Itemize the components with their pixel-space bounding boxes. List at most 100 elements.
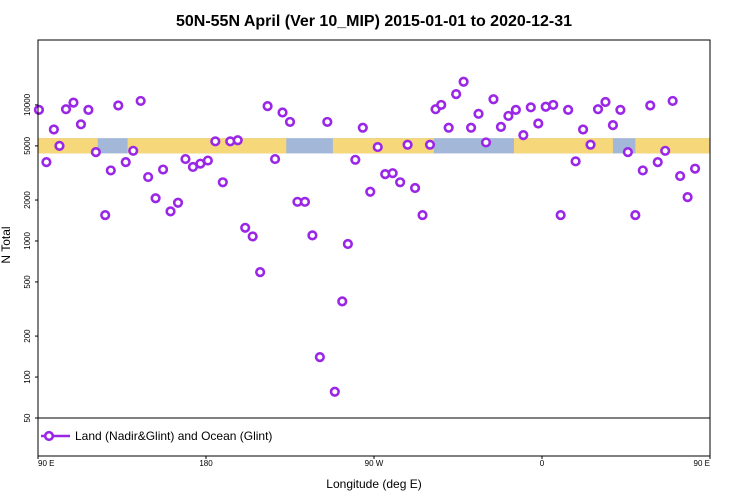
data-point <box>150 193 161 204</box>
data-point <box>510 104 521 115</box>
x-tick-label: 180 <box>199 459 213 468</box>
legend-entry: Land (Nadir&Glint) and Ocean (Glint) <box>41 429 272 443</box>
data-point <box>329 386 340 397</box>
data-point <box>495 121 507 132</box>
data-point <box>637 165 648 176</box>
y-tick-label: 50 <box>23 413 32 422</box>
data-point <box>667 95 678 107</box>
data-point <box>350 154 361 165</box>
land-segment <box>635 138 710 154</box>
data-point <box>652 156 663 168</box>
data-point <box>299 196 311 207</box>
data-point <box>409 182 421 194</box>
data-point <box>157 164 169 175</box>
data-point <box>592 104 604 115</box>
data-point <box>525 102 536 113</box>
data-point <box>395 177 406 188</box>
data-point <box>622 147 633 158</box>
y-axis-label: N Total <box>0 226 13 263</box>
data-point <box>585 139 596 150</box>
data-point <box>458 76 469 87</box>
data-point <box>255 267 266 278</box>
data-point <box>660 145 671 156</box>
data-point <box>83 104 94 115</box>
data-point <box>314 352 325 363</box>
data-point <box>577 124 589 135</box>
data-point <box>342 238 353 250</box>
data-point <box>682 192 693 203</box>
data-point <box>143 171 154 183</box>
data-point <box>100 209 111 221</box>
data-point <box>675 170 686 182</box>
data-point <box>165 206 176 217</box>
data-point <box>424 139 436 150</box>
data-point <box>555 209 566 221</box>
data-point <box>172 197 184 208</box>
data-point <box>277 107 288 118</box>
x-axis-label: Longitude (deg E) <box>326 477 421 491</box>
data-point <box>75 119 87 130</box>
data-point <box>135 95 146 107</box>
legend-label: Land (Nadir&Glint) and Ocean (Glint) <box>75 429 272 443</box>
data-point <box>48 124 59 135</box>
data-point <box>357 122 368 133</box>
data-point <box>465 122 477 133</box>
data-point <box>451 89 462 100</box>
y-tick-label: 5000 <box>23 136 32 154</box>
data-point <box>33 104 45 115</box>
data-point <box>41 156 52 168</box>
data-point <box>113 100 124 111</box>
land-segment <box>514 138 613 154</box>
data-point <box>322 116 333 128</box>
y-tick-label: 200 <box>23 329 32 343</box>
y-tick-label: 1000 <box>23 232 32 250</box>
land-segment <box>127 138 287 154</box>
data-point <box>54 140 65 151</box>
data-point <box>210 136 221 147</box>
data-point <box>60 104 72 115</box>
land-segment <box>38 138 98 154</box>
data-point <box>262 101 273 112</box>
data-point <box>269 153 281 165</box>
data-point <box>337 296 348 307</box>
x-tick-label: 90 E <box>694 459 710 468</box>
data-point <box>630 209 641 221</box>
data-point <box>436 99 447 111</box>
data-point <box>90 147 101 158</box>
data-point <box>307 230 318 241</box>
data-point <box>607 120 619 131</box>
data-point <box>480 137 492 148</box>
data-point <box>68 97 79 108</box>
data-point <box>570 156 581 167</box>
axis-ticks: 50 100 200 500 1000 2000 5000 10000 90 E 180 90 W 0… <box>23 93 711 468</box>
data-point <box>533 118 544 129</box>
data-point <box>365 186 376 197</box>
data-point <box>240 222 251 233</box>
data-point <box>128 145 139 156</box>
data-point <box>518 130 529 141</box>
data-point <box>689 163 701 174</box>
data-point <box>563 104 574 115</box>
data-point <box>548 99 559 111</box>
data-point <box>600 96 611 108</box>
data-point <box>443 122 454 133</box>
legend-marker <box>43 430 55 442</box>
data-point <box>180 153 191 165</box>
data-points <box>33 76 701 397</box>
data-point <box>503 110 514 122</box>
data-point <box>105 165 116 176</box>
legend-box <box>37 417 711 457</box>
data-point <box>615 104 626 115</box>
data-point <box>402 139 413 150</box>
data-point <box>232 135 243 146</box>
y-tick-label: 10000 <box>23 93 32 116</box>
y-tick-label: 2000 <box>23 191 32 209</box>
x-tick-label: 90 W <box>365 459 384 468</box>
data-point <box>372 141 383 153</box>
data-point <box>120 156 131 168</box>
chart-title: 50N-55N April (Ver 10_MIP) 2015-01-01 to… <box>176 13 572 30</box>
x-tick-label: 0 <box>540 459 545 468</box>
x-tick-label: 90 E <box>38 459 54 468</box>
land-segment <box>332 138 434 154</box>
